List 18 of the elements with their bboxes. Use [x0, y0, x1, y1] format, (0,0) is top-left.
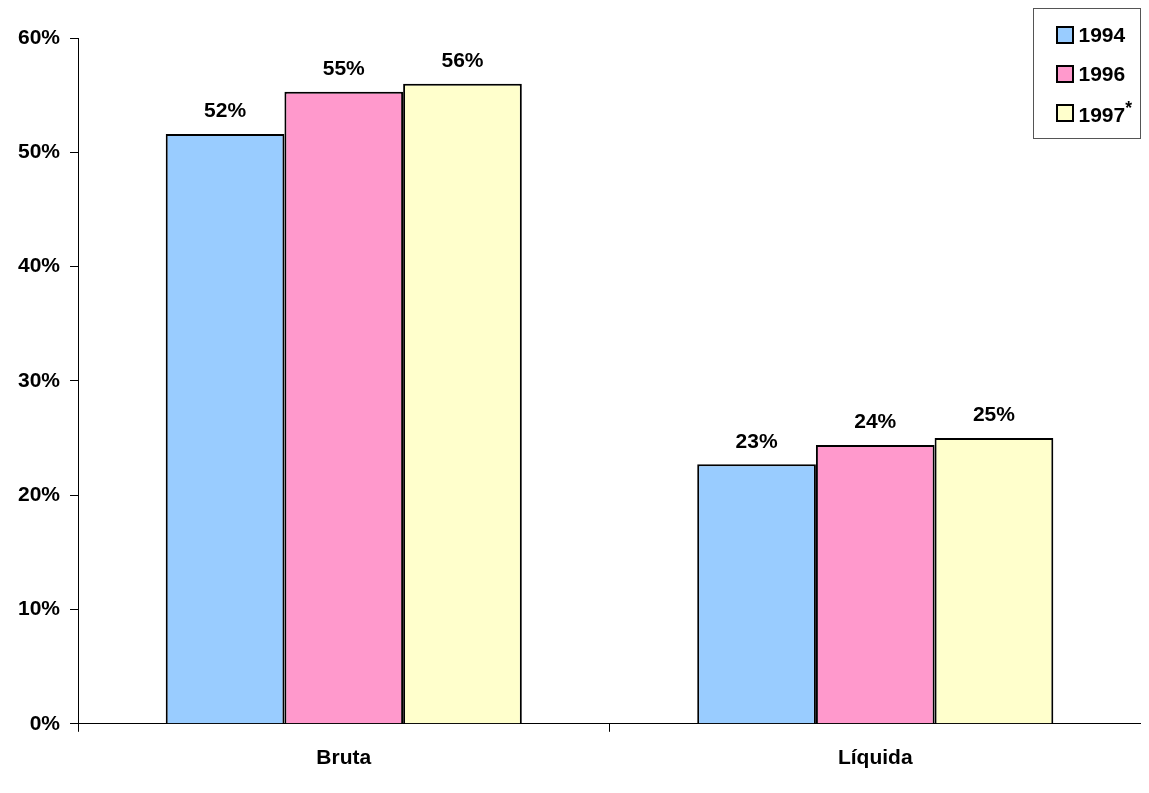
legend-label: 1996 — [1078, 61, 1126, 86]
legend-label: 1997$^{*}$ — [1078, 98, 1132, 127]
x-tick-label: Bruta — [316, 745, 372, 769]
y-tick-label: 40% — [18, 253, 61, 277]
data-label: 24% — [854, 409, 897, 433]
data-label: 52% — [204, 98, 247, 122]
y-tick-label: 10% — [18, 596, 61, 620]
x-tick-label: Líquida — [837, 745, 913, 769]
legend-label: 1994 — [1078, 22, 1126, 47]
y-tick-label: 50% — [18, 139, 61, 163]
y-tick-label: 0% — [29, 710, 61, 734]
data-label: 55% — [322, 56, 366, 80]
y-tick-label: 60% — [18, 24, 61, 48]
data-label: 23% — [735, 428, 778, 452]
data-label: 56% — [441, 48, 484, 72]
y-tick-label: 30% — [18, 367, 61, 391]
y-tick-label: 20% — [18, 482, 61, 505]
data-label: 25% — [972, 402, 1016, 426]
